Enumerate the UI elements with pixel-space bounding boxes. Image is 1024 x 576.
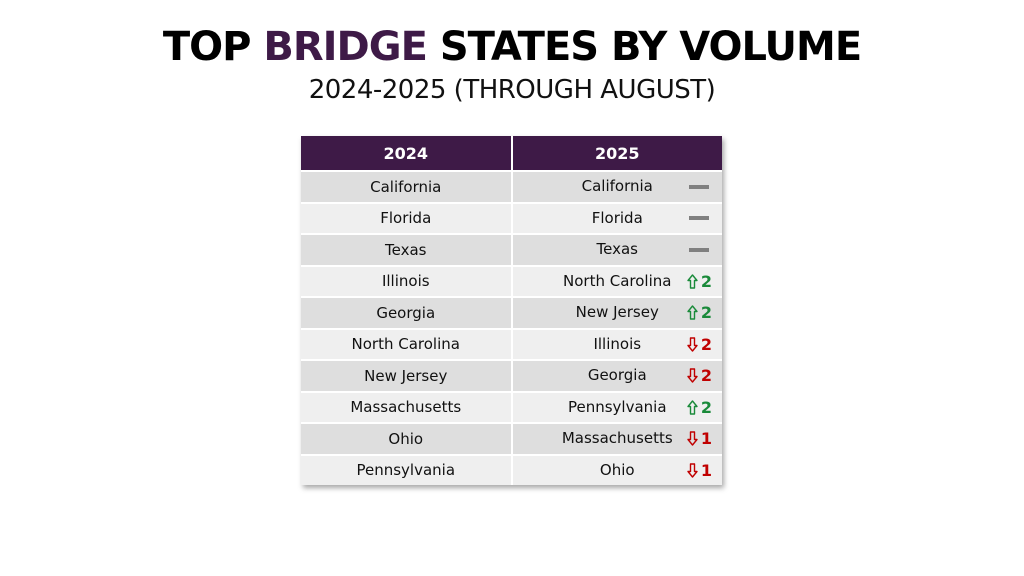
- arrow-up-icon: [687, 273, 698, 289]
- state-2024-cell: California: [301, 170, 513, 203]
- table-row: Massachusetts Pennsylvania 2: [301, 390, 723, 423]
- state-2025-cell: Illinois 2: [511, 327, 723, 360]
- state-2025-label: Ohio: [599, 460, 635, 479]
- rank-change-indicator: 2: [687, 298, 712, 327]
- table-row: Florida Florida: [301, 201, 723, 234]
- arrow-up-icon: [687, 305, 698, 320]
- table-row: Georgia New Jersey 2: [301, 296, 723, 329]
- rank-change-indicator: 1: [687, 456, 712, 485]
- title-part-2: BRIDGE: [263, 24, 428, 70]
- dash-icon: [689, 184, 709, 189]
- header-2024: 2024: [301, 136, 513, 171]
- rank-change-indicator: 1: [687, 424, 712, 453]
- arrow-down-icon: [687, 431, 698, 446]
- rank-change-value: 2: [700, 397, 712, 417]
- state-2025-wrap: Georgia 2: [513, 361, 723, 391]
- page-title: TOP BRIDGE STATES BY VOLUME: [0, 22, 1024, 72]
- ranking-table-container: 2024 2025 California California Florida Flo…: [301, 136, 722, 485]
- state-2025-cell: New Jersey 2: [511, 296, 723, 329]
- no-change-indicator: [689, 204, 712, 233]
- dash-icon: [689, 247, 709, 252]
- table-row: Texas Texas: [301, 233, 723, 266]
- table-row: Ohio Massachusetts 1: [301, 422, 723, 455]
- state-2025-wrap: Florida: [513, 204, 723, 234]
- state-2025-cell: Pennsylvania 2: [511, 390, 723, 423]
- rank-change-value: 2: [700, 303, 712, 322]
- header-2025: 2025: [511, 136, 722, 171]
- state-2025-label: Pennsylvania: [567, 397, 667, 416]
- state-2024-cell: Pennsylvania: [301, 453, 513, 485]
- state-2024-cell: Texas: [301, 233, 513, 266]
- rank-change-value: 2: [700, 366, 712, 385]
- dash-icon: [689, 216, 709, 220]
- ranking-table: 2024 2025 California California Florida Flo…: [301, 136, 722, 485]
- state-2024-cell: Georgia: [301, 296, 513, 329]
- no-change-indicator: [689, 235, 712, 264]
- state-2025-wrap: Pennsylvania 2: [513, 393, 723, 423]
- rank-change-value: 1: [700, 429, 712, 448]
- table-row: North Carolina Illinois 2: [301, 327, 723, 360]
- state-2024-cell: Massachusetts: [301, 390, 513, 423]
- state-2025-label: Georgia: [587, 366, 647, 384]
- rank-change-indicator: 2: [687, 267, 712, 296]
- state-2025-label: Texas: [596, 240, 638, 258]
- state-2025-label: California: [581, 177, 653, 195]
- state-2025-wrap: New Jersey 2: [513, 298, 723, 328]
- state-2024-cell: Florida: [301, 201, 513, 234]
- arrow-down-icon: [687, 462, 698, 478]
- state-2025-wrap: Texas: [513, 235, 723, 265]
- table-row: New Jersey Georgia 2: [301, 359, 723, 392]
- table-row: California California: [301, 170, 723, 203]
- title-part-3: STATES BY VOLUME: [426, 24, 862, 70]
- state-2024-cell: Illinois: [301, 264, 513, 297]
- state-2025-cell: Texas: [511, 233, 723, 266]
- rank-change-indicator: 2: [687, 330, 712, 359]
- arrow-up-icon: [687, 399, 698, 415]
- state-2024-cell: New Jersey: [301, 359, 513, 392]
- state-2025-cell: California: [511, 170, 723, 203]
- state-2025-label: Illinois: [593, 334, 642, 353]
- table-row: Illinois North Carolina 2: [301, 264, 723, 297]
- state-2025-wrap: Ohio 1: [513, 456, 723, 486]
- state-2025-wrap: Massachusetts 1: [513, 424, 723, 454]
- table-row: Pennsylvania Ohio 1: [301, 453, 723, 486]
- state-2025-wrap: California: [513, 172, 723, 202]
- state-2025-cell: Ohio 1: [511, 453, 723, 486]
- arrow-down-icon: [687, 368, 698, 383]
- rank-change-value: 2: [700, 271, 712, 291]
- state-2025-cell: Florida: [511, 201, 723, 234]
- state-2025-label: Florida: [591, 208, 643, 227]
- state-2025-wrap: Illinois 2: [513, 330, 723, 360]
- state-2024-cell: North Carolina: [301, 327, 513, 360]
- state-2025-cell: North Carolina 2: [511, 264, 723, 297]
- table-header-row: 2024 2025: [301, 136, 722, 171]
- rank-change-indicator: 2: [687, 393, 712, 422]
- page-subtitle: 2024-2025 (THROUGH AUGUST): [308, 75, 716, 105]
- state-2025-cell: Georgia 2: [511, 359, 723, 392]
- state-2025-wrap: North Carolina 2: [513, 267, 723, 297]
- title-part-1: TOP: [162, 24, 264, 70]
- state-2025-label: Massachusetts: [561, 429, 673, 447]
- rank-change-value: 1: [700, 460, 712, 480]
- state-2025-cell: Massachusetts 1: [511, 422, 723, 455]
- state-2025-label: North Carolina: [563, 271, 672, 290]
- arrow-down-icon: [687, 336, 698, 352]
- rank-change-value: 2: [700, 334, 712, 354]
- state-2024-cell: Ohio: [301, 422, 513, 455]
- table-body: California California Florida Florida Texas T…: [301, 170, 723, 486]
- no-change-indicator: [689, 172, 712, 201]
- rank-change-indicator: 2: [687, 361, 712, 390]
- state-2025-label: New Jersey: [575, 303, 659, 321]
